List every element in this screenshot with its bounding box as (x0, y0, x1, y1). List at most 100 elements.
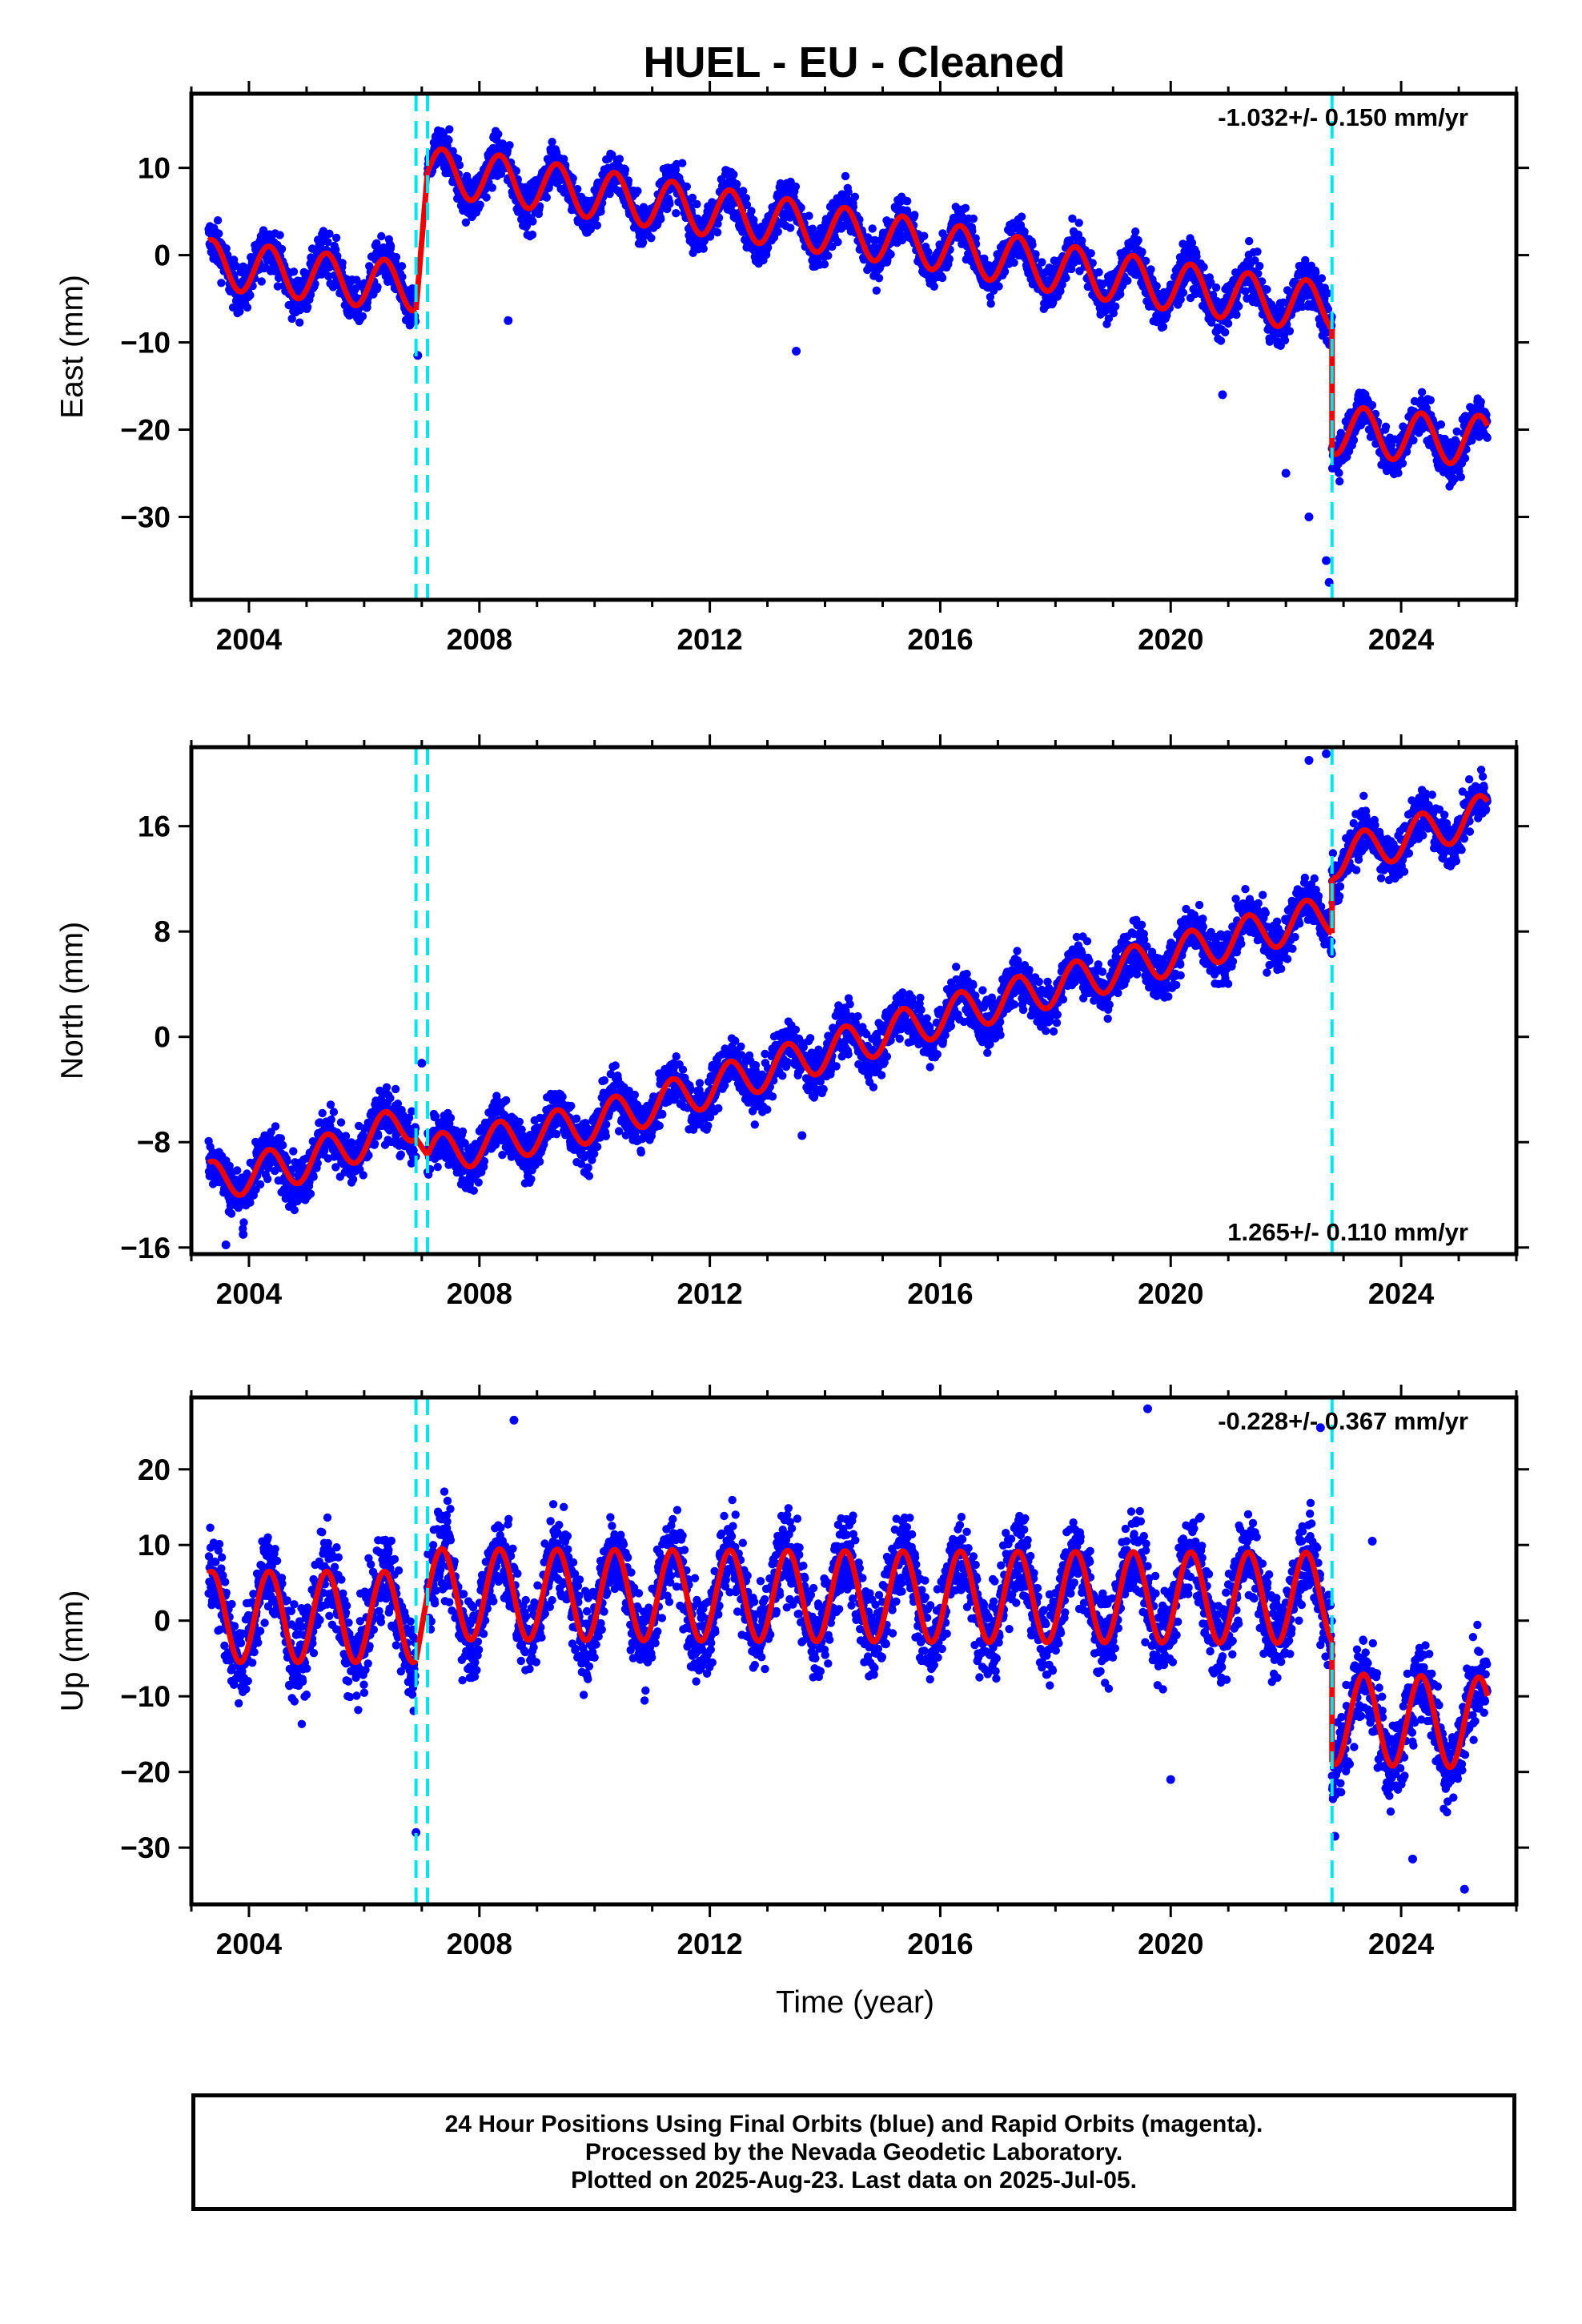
data-point (446, 1113, 456, 1123)
y-axis-label: East (mm) (55, 275, 90, 419)
data-point (227, 1209, 236, 1218)
data-point (1367, 400, 1377, 410)
data-point (1028, 240, 1037, 249)
x-tick-label: 2016 (907, 623, 973, 656)
data-point (464, 180, 472, 189)
data-point (306, 290, 315, 300)
data-point (476, 200, 484, 209)
x-tick-label: 2020 (1138, 623, 1203, 656)
data-point (682, 182, 691, 191)
data-point (1232, 310, 1241, 320)
data-point (359, 1171, 367, 1180)
data-point (1483, 433, 1492, 442)
data-point (289, 1147, 298, 1156)
outlier-point (1304, 512, 1314, 521)
data-point (1000, 267, 1010, 276)
data-point (1417, 388, 1427, 396)
data-point (1216, 336, 1226, 345)
data-point (1116, 290, 1125, 299)
data-point (444, 135, 453, 145)
data-point (273, 282, 283, 291)
data-point (1223, 319, 1233, 328)
data-point (1066, 236, 1074, 245)
data-point (833, 238, 842, 247)
data-point (1146, 265, 1155, 274)
data-point (1311, 267, 1320, 277)
data-point (324, 271, 333, 281)
data-point (1323, 304, 1333, 314)
data-point (863, 233, 873, 242)
data-point (1394, 468, 1403, 477)
data-point (1251, 256, 1259, 265)
data-point (373, 283, 382, 292)
data-point (1199, 263, 1208, 271)
data-point (874, 274, 884, 283)
data-point (469, 1186, 478, 1195)
data-point (315, 1118, 324, 1127)
data-point (433, 1163, 442, 1172)
data-point (739, 187, 748, 195)
data-point (1285, 327, 1295, 336)
data-point (573, 184, 582, 194)
data-point (502, 1096, 511, 1105)
data-point (945, 255, 954, 263)
data-point (1062, 273, 1070, 283)
data-point (1138, 247, 1146, 256)
data-point (246, 1198, 255, 1207)
y-tick-label: 0 (154, 239, 171, 272)
data-point (903, 197, 912, 206)
data-point (871, 235, 880, 245)
data-point (844, 187, 853, 197)
fit-line-segment (1330, 404, 1491, 467)
data-point (408, 1107, 416, 1116)
data-point (1020, 227, 1029, 236)
data-point (930, 282, 939, 291)
fit-line-segment (206, 236, 419, 314)
data-point (1409, 436, 1418, 444)
data-point (338, 259, 347, 267)
data-point (986, 300, 995, 308)
data-point (289, 267, 299, 276)
data-point (370, 1140, 379, 1148)
data-point (215, 229, 223, 238)
data-point (409, 1146, 418, 1155)
data-point (596, 207, 605, 216)
data-point (391, 252, 401, 262)
data-point (1176, 295, 1185, 304)
data-point (733, 179, 741, 189)
data-point (431, 1112, 440, 1121)
data-point (1067, 264, 1076, 274)
data-point (460, 1139, 469, 1148)
data-point (920, 231, 929, 240)
data-point (1074, 219, 1083, 227)
data-point (1152, 282, 1161, 291)
data-point (665, 199, 674, 208)
data-point (886, 250, 895, 259)
data-point (386, 241, 396, 251)
x-tick-label: 2004 (216, 623, 283, 656)
data-point (824, 251, 833, 260)
data-point (336, 1118, 346, 1127)
data-point (1058, 280, 1066, 289)
data-point (279, 1140, 287, 1150)
data-point (283, 1156, 291, 1166)
data-point (327, 1115, 335, 1124)
data-point (1109, 309, 1118, 318)
data-point (455, 161, 464, 170)
data-point (729, 170, 738, 179)
data-point (445, 125, 454, 134)
data-point (257, 277, 266, 286)
data-point (494, 130, 503, 139)
data-point (303, 303, 312, 312)
data-point (233, 1166, 242, 1175)
data-point (1131, 227, 1140, 236)
data-point (407, 1159, 416, 1168)
data-point (633, 187, 642, 195)
data-point (393, 1100, 403, 1108)
data-point (1280, 336, 1290, 345)
data-point (313, 1159, 322, 1168)
data-point (396, 1150, 405, 1159)
data-point (287, 314, 296, 324)
data-point (986, 292, 995, 301)
